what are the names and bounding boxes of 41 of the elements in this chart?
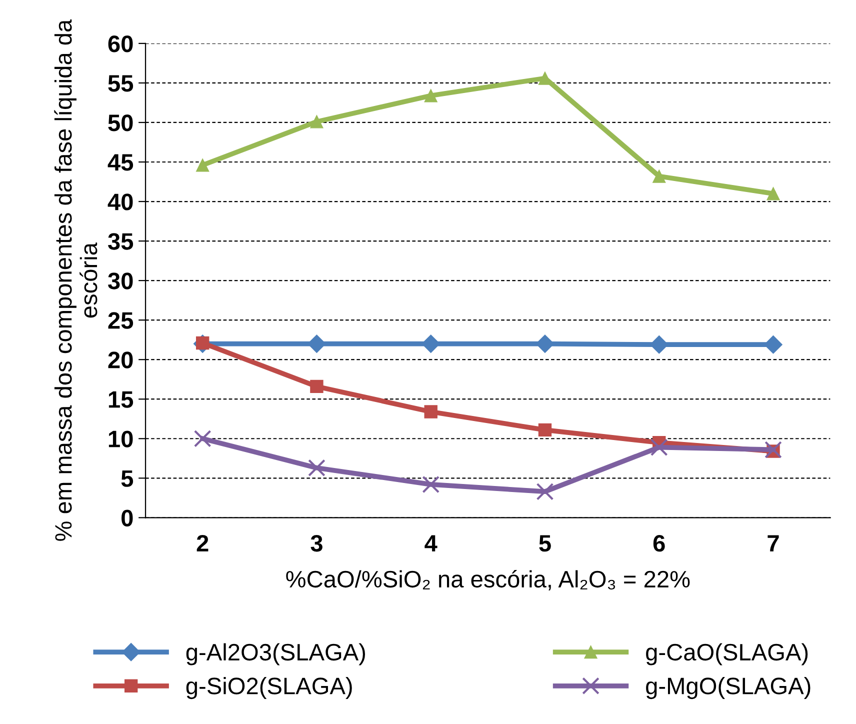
y-tick-label: 50 (108, 114, 133, 132)
x-tick-label: 5 (539, 535, 551, 552)
point (766, 187, 780, 200)
point (424, 405, 438, 418)
point (764, 335, 782, 354)
point (310, 115, 324, 128)
legend-label: g-SiO2(SLAGA) (186, 677, 352, 700)
y-tick-label: 0 (122, 510, 133, 526)
y-axis-title: % em massa dos componentes da fase líquida da escória (54, 19, 98, 541)
point (652, 170, 666, 183)
y-tick-label: 10 (108, 430, 133, 448)
point (310, 380, 324, 394)
x-tick-label: 2 (196, 534, 208, 552)
point (308, 334, 326, 353)
point (196, 158, 210, 172)
y-tick-label: 40 (108, 194, 133, 210)
y-tick-label: 5 (121, 470, 134, 487)
point (194, 430, 212, 448)
point (308, 459, 326, 477)
x-tick-label: 6 (653, 534, 665, 552)
y-tick-label: 55 (108, 75, 134, 92)
x-axis-title: %CaO/%SiO₂ na escória, Al₂O₃ = 22% (286, 570, 690, 590)
x-tick-label: 4 (424, 535, 438, 552)
point (424, 89, 438, 102)
x-tick-label: 3 (310, 534, 322, 552)
legend-label: g-Al2O3(SLAGA) (186, 643, 366, 666)
y-tick-label: 15 (108, 391, 134, 408)
legend-label: g-CaO(SLAGA) (646, 643, 808, 666)
point (422, 476, 440, 494)
point (764, 441, 782, 458)
point (536, 482, 554, 500)
y-tick-label: 20 (108, 352, 133, 368)
y-tick-label: 45 (108, 154, 134, 171)
x-tick-label: 7 (768, 535, 779, 552)
legend-label: g-MgO(SLAGA) (646, 677, 810, 700)
y-tick-label: 30 (108, 272, 133, 290)
y-tick-label: 60 (108, 36, 133, 52)
y-tick-label: 35 (108, 233, 134, 250)
point (650, 438, 668, 456)
point (538, 423, 552, 437)
y-tick-label: 25 (108, 312, 134, 329)
